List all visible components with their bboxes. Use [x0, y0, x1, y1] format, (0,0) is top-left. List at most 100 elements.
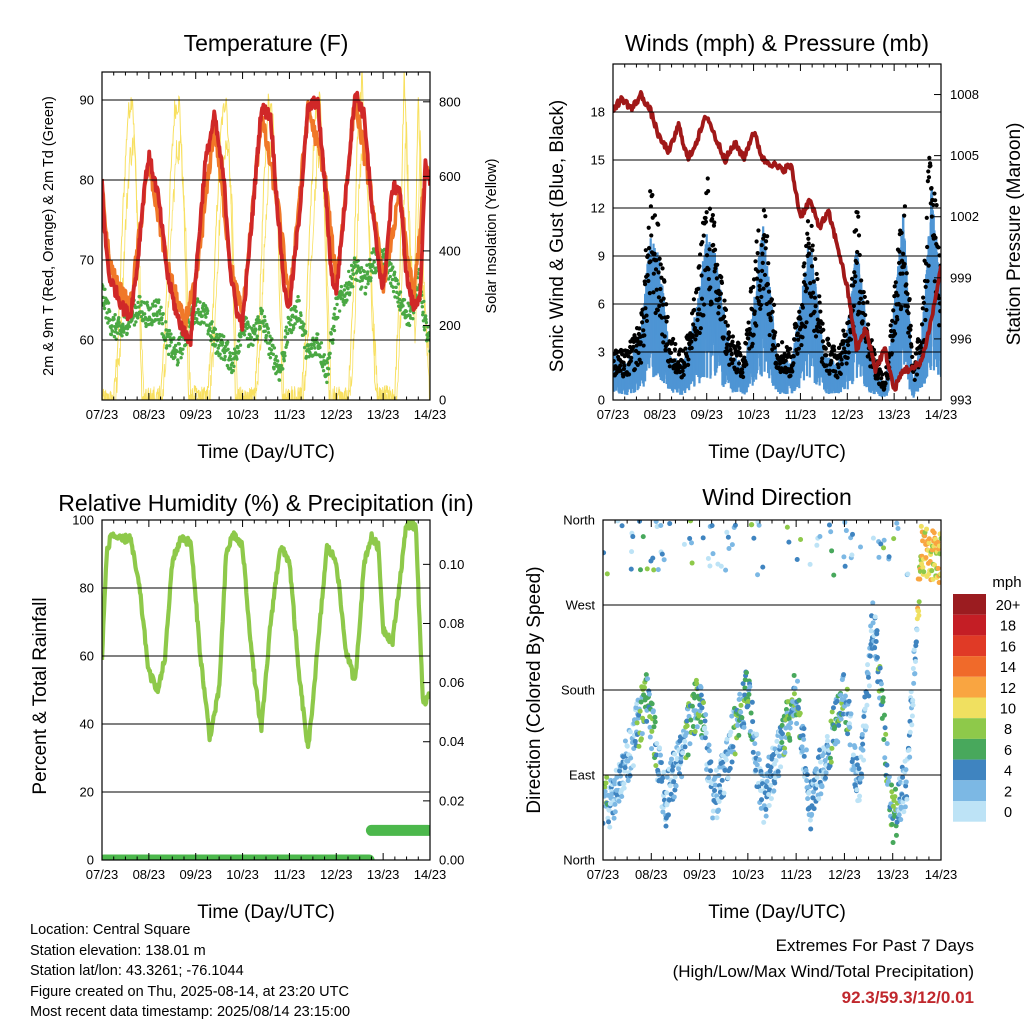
dewpoint-point	[166, 352, 171, 357]
gust-point	[757, 283, 762, 289]
gust-point	[853, 274, 858, 279]
dewpoint-point	[346, 286, 350, 291]
dewpoint-point	[132, 323, 137, 327]
direction-point	[847, 742, 853, 748]
humidity-ylabel-left: Percent & Total Rainfall	[30, 597, 51, 794]
dewpoint-point	[134, 305, 138, 310]
direction-point	[702, 718, 708, 724]
direction-point	[703, 730, 709, 736]
gust-point	[879, 376, 884, 381]
direction-point	[830, 705, 836, 711]
direction-point	[857, 793, 863, 799]
gust-point	[722, 314, 727, 319]
dewpoint-point	[355, 278, 359, 282]
direction-point	[866, 693, 872, 699]
dewpoint-point	[244, 316, 249, 320]
gust-point	[746, 320, 751, 325]
direction-point	[644, 566, 650, 572]
gust-point	[918, 345, 924, 350]
gust-point	[783, 358, 788, 363]
direction-point	[660, 775, 666, 781]
dewpoint-point	[112, 317, 116, 321]
gust-point	[937, 323, 941, 328]
winds-ylabel-left: Sonic Wind & Gust (Blue, Black)	[547, 100, 568, 372]
dewpoint-point	[168, 344, 172, 348]
direction-point	[721, 790, 727, 796]
dewpoint-point	[172, 336, 176, 340]
direction-point	[672, 751, 678, 757]
gust-point	[820, 321, 825, 326]
direction-point	[900, 774, 906, 780]
direction-point	[657, 745, 663, 751]
gust-point	[663, 347, 668, 353]
direction-point	[807, 561, 813, 567]
gust-point	[692, 325, 698, 331]
gust-point	[668, 350, 674, 355]
gust-point	[628, 358, 633, 364]
gust-point	[856, 233, 862, 238]
gust-point	[661, 296, 666, 301]
direction-point	[861, 713, 867, 719]
temperature-y2tick-label: 800	[439, 94, 461, 109]
gust-point	[866, 322, 871, 327]
gust-point	[618, 368, 623, 373]
gust-point	[721, 335, 726, 340]
direction-point	[938, 571, 941, 577]
direction-point	[657, 752, 663, 758]
temperature-ytick-label: 90	[80, 93, 94, 108]
gust-point	[694, 333, 699, 338]
direction-point	[712, 774, 718, 780]
gust-point	[641, 328, 646, 333]
gust-point	[811, 279, 816, 284]
legend-label: 16	[1000, 639, 1016, 655]
dewpoint-point	[275, 359, 280, 363]
temperature-xtick-label: 12/23	[320, 407, 353, 422]
legend-swatch	[953, 594, 986, 615]
direction-point	[638, 736, 644, 742]
gust-point	[712, 269, 717, 274]
direction-point	[805, 796, 811, 802]
direction-point	[679, 774, 685, 780]
gust-point	[648, 204, 654, 209]
direction-point	[876, 554, 882, 560]
direction-point	[916, 599, 922, 605]
direction-point	[850, 756, 856, 762]
gust-point	[735, 367, 740, 372]
gust-point	[643, 306, 648, 311]
dewpoint-point	[136, 300, 140, 305]
direction-point	[810, 789, 816, 795]
dewpoint-point	[251, 343, 255, 347]
gust-point	[656, 222, 661, 227]
direction-point	[748, 710, 754, 716]
dewpoint-point	[392, 270, 397, 274]
direction-point	[824, 734, 830, 740]
dewpoint-point	[222, 334, 226, 339]
direction-point	[763, 806, 769, 812]
dewpoint-point	[350, 276, 354, 281]
direction-point	[622, 765, 628, 771]
dewpoint-point	[411, 316, 415, 321]
direction-point	[849, 552, 855, 558]
direction-point	[881, 736, 887, 742]
gust-point	[693, 337, 698, 342]
gust-point	[699, 296, 705, 301]
direction-point	[644, 718, 650, 724]
direction-point	[658, 522, 664, 528]
direction-point	[785, 699, 791, 705]
gust-point	[771, 302, 777, 307]
direction-point	[926, 540, 932, 546]
direction-point	[847, 724, 853, 730]
direction-point	[676, 766, 682, 772]
gust-point	[820, 339, 826, 344]
gust-point	[634, 343, 639, 348]
direction-point	[629, 549, 635, 555]
direction-point	[761, 819, 767, 825]
dewpoint-point	[297, 298, 301, 303]
direction-point	[694, 681, 700, 687]
direction-point	[649, 728, 655, 734]
dewpoint-point	[229, 357, 233, 362]
gust-point	[651, 290, 656, 295]
direction-point	[714, 815, 720, 821]
direction-point	[685, 752, 691, 758]
gust-point	[929, 186, 934, 191]
